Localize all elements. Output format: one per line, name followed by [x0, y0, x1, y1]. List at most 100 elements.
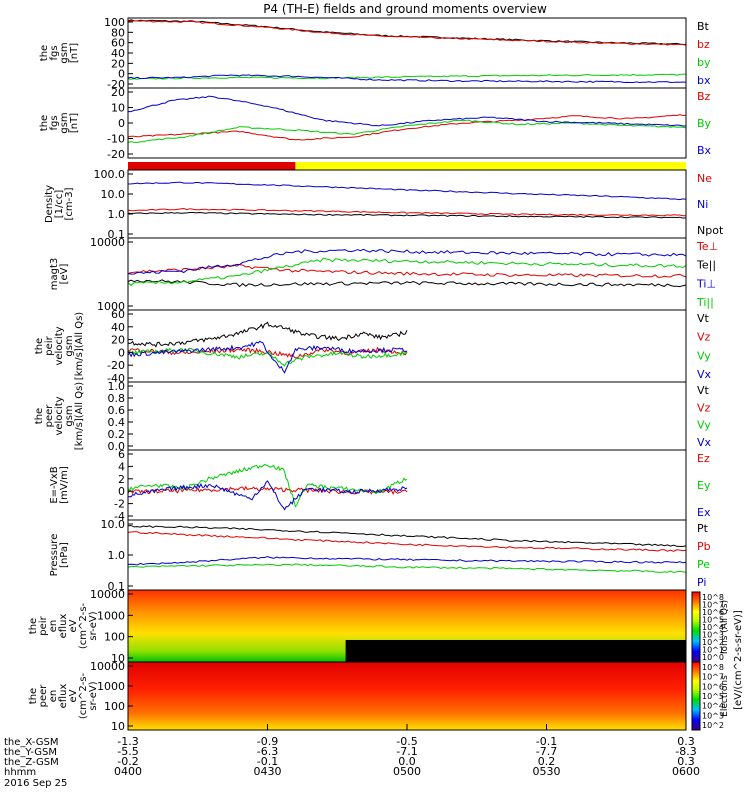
legend-Vt: Vt	[697, 312, 710, 325]
y-tick-label: 80	[111, 26, 125, 39]
series-Ni	[127, 181, 687, 201]
colorbar-tick: 10^8	[702, 593, 724, 602]
x-row-value: -0.1	[536, 735, 557, 748]
panel-frame	[127, 309, 687, 383]
series-Pe	[127, 563, 687, 573]
y-axis-label: sr-eV)	[88, 611, 99, 640]
colorbar-sublabel: Ions (All Qs)	[720, 600, 730, 654]
legend-Bt: Bt	[697, 20, 710, 33]
y-tick-label: 60	[111, 308, 125, 321]
colorbar-tick: 10^2	[702, 638, 724, 647]
colorbar-tick: 10^7	[702, 673, 724, 682]
legend-Vx: Vx	[697, 436, 712, 449]
colorbar-strip	[691, 661, 701, 731]
legend-Vz: Vz	[697, 331, 711, 344]
legend-bx: bx	[697, 74, 711, 87]
y-tick-label: -20	[107, 148, 125, 161]
series-Ti||	[127, 257, 687, 287]
colorbar-tick: 10^8	[702, 663, 724, 672]
y-tick-label: -2	[114, 498, 125, 511]
y-axis-label: eV	[68, 689, 79, 702]
series-Pt	[127, 525, 687, 548]
y-axis-label: [mV/m]	[59, 466, 70, 504]
y-axis-label: gsm	[59, 42, 70, 63]
panel-frame	[127, 449, 687, 521]
y-axis-label: [nPa]	[59, 542, 70, 568]
panel-5: 10000 1000 magt3 [eV]	[49, 236, 687, 313]
colorbar-tick: 10^5	[702, 692, 724, 701]
series-bz	[127, 20, 687, 46]
y-tick-label: 6	[118, 448, 125, 461]
panel-11: 10000 1000 100 10 the peer en eflux eV (cm^2-s-sr…	[28, 660, 687, 733]
figure-title: P4 (TH-E) fields and ground moments over…	[263, 2, 547, 16]
colorbar-label: [eV/(cm^2-s-sr-eV)]	[733, 610, 744, 710]
y-tick-label: 100	[104, 631, 125, 644]
y-axis-label: Pressure	[49, 534, 60, 577]
y-tick-label: 4	[118, 460, 125, 473]
y-axis-label: the	[28, 618, 39, 634]
y-axis-label: peer	[38, 684, 49, 708]
y-axis-label: [eV]	[59, 264, 70, 285]
x-row-value: 0500	[393, 765, 421, 778]
panel-frame	[127, 237, 687, 311]
x-row-value: 0430	[254, 765, 282, 778]
y-tick-label: 10.0	[101, 518, 126, 531]
series-Pb	[127, 531, 687, 552]
series-Ey	[127, 464, 408, 508]
y-axis-label: fgs	[49, 115, 60, 130]
y-axis-label: the	[34, 408, 45, 424]
y-tick-label: 10	[111, 652, 125, 665]
legend-Ez: Ez	[697, 452, 710, 465]
legend-Bx: Bx	[697, 144, 712, 157]
colorbar-tick: 10^7	[702, 601, 724, 610]
y-tick-label: 10	[111, 720, 125, 733]
legend-Vz: Vz	[697, 401, 711, 414]
panel-9: 10.0 1.0 0.1 Pressure [nPa]	[49, 518, 687, 593]
y-axis-label: [1/cc]	[54, 190, 65, 219]
x-row-value: -6.3	[257, 745, 278, 758]
y-axis-label: [nT]	[69, 113, 80, 133]
y-tick-label: -4	[114, 510, 125, 523]
colorbar-tick: 10^6	[702, 682, 724, 691]
x-row-value: -8.3	[675, 745, 696, 758]
legend-bz: bz	[697, 38, 710, 51]
colorbar-tick: 10^6	[702, 608, 724, 617]
y-axis-label: [km/s](All Qs)	[74, 312, 85, 380]
y-axis-label: peir	[38, 615, 49, 635]
y-tick-label: -20	[107, 78, 125, 91]
x-date-label: 2016 Sep 25	[4, 778, 67, 789]
y-tick-label: 0.1	[108, 580, 126, 593]
panel-4: 100.0 10.0 1.0 0.1 Density [1/cc] [cm-3]	[44, 168, 687, 241]
legend-Pi: Pi	[697, 576, 706, 589]
panel-frame	[127, 519, 687, 591]
y-tick-label: 1000	[97, 680, 125, 693]
colorbar-tick: 10^3	[702, 631, 724, 640]
x-row-value: 0.0	[398, 755, 416, 768]
colorbar-tick: 10^0	[702, 653, 724, 662]
y-tick-label: 2	[118, 473, 125, 486]
y-axis-label: (cm^2-s-	[78, 672, 89, 719]
panel-10: 10000 1000 100 10 the peir en eflux eV (cm^2-s-sr…	[28, 588, 687, 665]
panel-3	[128, 162, 686, 170]
x-row-label: hhmm	[4, 767, 36, 778]
y-axis-label: gsm	[64, 335, 75, 356]
legend-Vx: Vx	[697, 368, 712, 381]
legend-Vy: Vy	[697, 419, 711, 432]
panel-2: 20 10 0 -10 -20 the fgs gsm [nT]	[39, 86, 687, 161]
colorbar-sublabel: Electrons	[720, 675, 730, 717]
colorbar-strip	[691, 591, 701, 663]
spectrogram-low-energy-gap	[345, 640, 686, 662]
y-axis-label: (cm^2-s-	[78, 602, 89, 649]
y-axis-label: [cm-3]	[64, 187, 75, 220]
legend-Ey: Ey	[697, 479, 711, 492]
y-axis-label: the	[28, 688, 39, 704]
x-row-value: -0.5	[396, 735, 417, 748]
y-tick-label: 20	[111, 334, 125, 347]
y-tick-label: 0.0	[108, 440, 126, 453]
y-tick-label: 0.6	[108, 404, 126, 417]
x-row-label: the_Z-GSM	[4, 757, 59, 768]
y-axis-label: the	[39, 115, 50, 131]
series-Npot	[127, 211, 687, 219]
y-axis-label: gsm	[59, 112, 70, 133]
